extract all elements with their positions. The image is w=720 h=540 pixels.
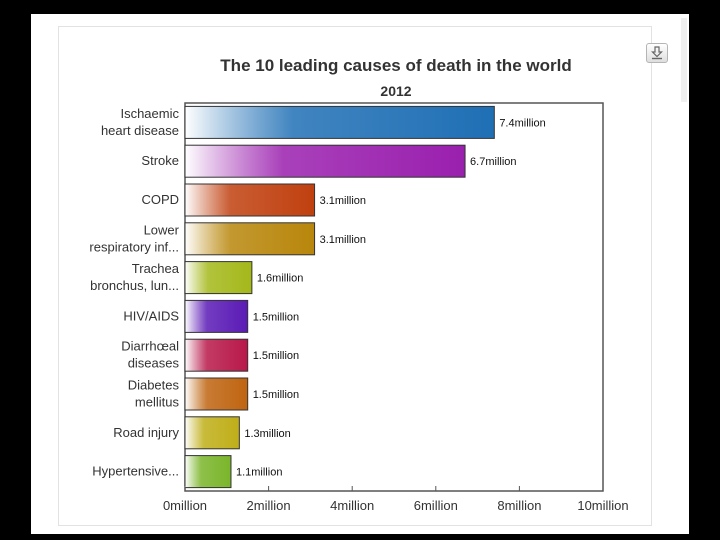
category-label-5: HIV/AIDS bbox=[123, 308, 179, 323]
category-label-7: Diabetes mellitus bbox=[128, 378, 180, 410]
data-label-2: 3.1million bbox=[320, 195, 366, 207]
data-label-8: 1.3million bbox=[244, 428, 290, 440]
bars-group: 7.4million Ischaemic heart disease 6.7milli… bbox=[89, 105, 546, 489]
bar-9[interactable] bbox=[184, 455, 232, 489]
category-label-4: Trachea bronchus, lun... bbox=[90, 261, 180, 293]
x-tick-label-3: 6million bbox=[414, 498, 458, 513]
chart-subtitle: 2012 bbox=[380, 83, 411, 99]
chart-container: The 10 leading causes of death in the wo… bbox=[58, 26, 668, 526]
category-label-3: Lower respiratory inf... bbox=[89, 222, 179, 254]
data-label-9: 1.1million bbox=[236, 467, 282, 479]
bar-chart: The 10 leading causes of death in the wo… bbox=[89, 56, 629, 513]
bar-5[interactable] bbox=[184, 299, 249, 333]
x-tick-label-2: 4million bbox=[330, 498, 374, 513]
bar-3[interactable] bbox=[184, 222, 316, 256]
x-axis: 0million 2million 4million 6million 8million… bbox=[163, 486, 629, 513]
data-label-1: 6.7million bbox=[470, 156, 516, 168]
x-tick-label-5: 10million bbox=[577, 498, 628, 513]
x-tick-label-1: 2million bbox=[247, 498, 291, 513]
bar-4[interactable] bbox=[184, 261, 253, 295]
bar-7[interactable] bbox=[184, 377, 249, 411]
category-label-9: Hypertensive... bbox=[92, 464, 179, 479]
bar-8[interactable] bbox=[184, 416, 240, 450]
category-label-8: Road injury bbox=[113, 425, 179, 440]
download-icon bbox=[651, 46, 663, 60]
download-button[interactable] bbox=[646, 43, 668, 63]
bar-0[interactable] bbox=[184, 105, 495, 139]
category-label-1: Stroke bbox=[141, 153, 179, 168]
bar-1[interactable] bbox=[184, 144, 466, 178]
plot-area-border bbox=[184, 102, 604, 492]
slide: The 10 leading causes of death in the wo… bbox=[31, 14, 689, 534]
category-label-2: COPD bbox=[141, 192, 179, 207]
x-tick-label-0: 0million bbox=[163, 498, 207, 513]
chart-title: The 10 leading causes of death in the wo… bbox=[220, 56, 571, 75]
data-label-3: 3.1million bbox=[320, 234, 366, 246]
data-label-6: 1.5million bbox=[253, 350, 299, 362]
bar-2[interactable] bbox=[184, 183, 316, 217]
data-label-7: 1.5million bbox=[253, 389, 299, 401]
side-divider bbox=[681, 18, 687, 102]
bar-6[interactable] bbox=[184, 338, 249, 372]
data-label-5: 1.5million bbox=[253, 311, 299, 323]
x-tick-label-4: 8million bbox=[497, 498, 541, 513]
data-label-0: 7.4million bbox=[499, 117, 545, 129]
category-label-0: Ischaemic heart disease bbox=[101, 106, 180, 138]
category-label-6: Diarrhœal diseases bbox=[121, 339, 179, 371]
data-label-4: 1.6million bbox=[257, 273, 303, 285]
